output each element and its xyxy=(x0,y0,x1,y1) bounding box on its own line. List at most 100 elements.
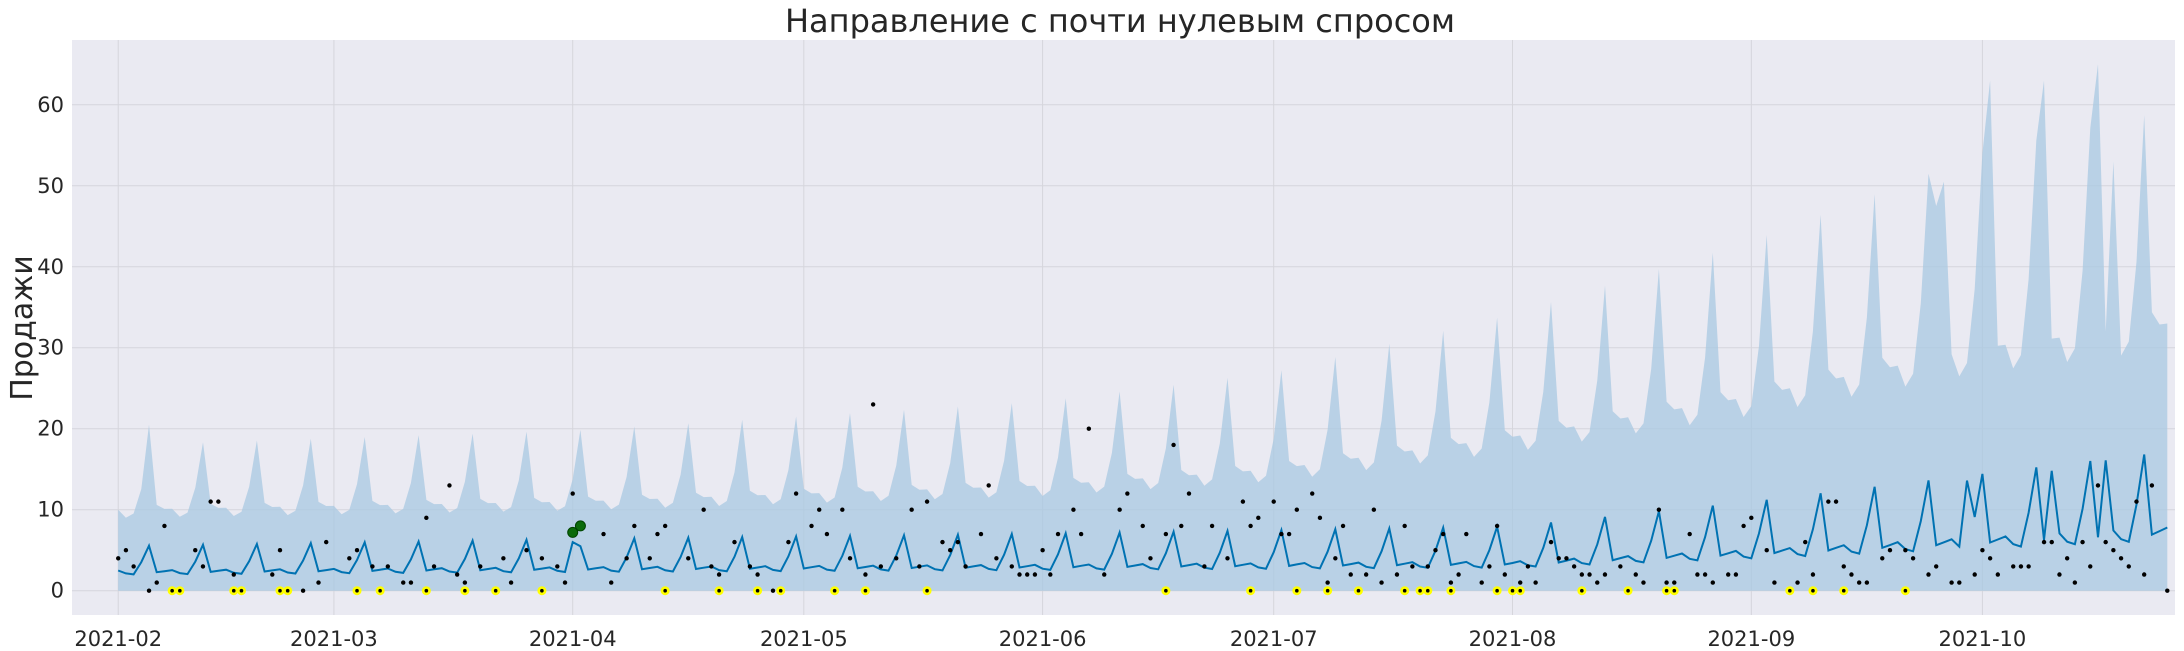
actual-point xyxy=(2165,588,2170,593)
zero-sale-point xyxy=(424,588,429,593)
actual-point xyxy=(1833,499,1839,504)
actual-point xyxy=(1664,580,1669,585)
actual-point xyxy=(216,499,221,504)
actual-point xyxy=(1710,580,1716,585)
actual-point xyxy=(1972,572,1977,577)
actual-point xyxy=(1032,572,1038,577)
actual-point xyxy=(1086,426,1092,431)
zero-sale-point xyxy=(178,588,182,593)
actual-point xyxy=(1294,507,1300,512)
actual-point xyxy=(1949,580,1954,585)
zero-sale-point xyxy=(540,588,544,593)
actual-point xyxy=(1464,531,1469,537)
actual-point xyxy=(1078,531,1084,537)
zero-sale-point xyxy=(778,588,783,593)
actual-point xyxy=(2103,539,2108,545)
zero-sale-point xyxy=(355,588,359,593)
actual-point xyxy=(817,507,822,512)
actual-point xyxy=(131,564,136,569)
actual-point xyxy=(1040,548,1045,553)
actual-point xyxy=(408,580,414,585)
zero-sale-point xyxy=(493,588,498,593)
zero-sale-point xyxy=(1295,588,1299,593)
chart-title: Направление с почти нулевым спросом xyxy=(785,2,1455,40)
actual-point xyxy=(1672,580,1677,585)
actual-point xyxy=(1556,556,1561,561)
actual-point xyxy=(686,556,691,561)
actual-point xyxy=(1880,556,1885,561)
actual-point xyxy=(300,588,306,593)
zero-sale-point xyxy=(278,588,282,593)
actual-point xyxy=(2080,539,2085,545)
actual-point xyxy=(1071,507,1076,512)
actual-point xyxy=(840,507,845,512)
zero-sale-point xyxy=(1325,588,1330,593)
actual-point xyxy=(1980,548,1985,553)
actual-point xyxy=(662,523,668,529)
actual-point xyxy=(1564,556,1569,561)
zero-sales-markers xyxy=(167,586,1910,596)
actual-point xyxy=(1025,572,1030,577)
actual-point xyxy=(1525,564,1531,569)
actual-point xyxy=(1225,556,1230,561)
actual-point xyxy=(1533,580,1538,585)
zero-sale-point xyxy=(925,588,929,593)
y-tick-label: 0 xyxy=(51,579,64,603)
actual-point xyxy=(2041,539,2047,545)
actual-point xyxy=(1433,548,1438,553)
x-tick-label: 2021-07 xyxy=(1230,627,1318,651)
actual-point xyxy=(146,588,152,593)
actual-point xyxy=(555,564,560,569)
actual-point xyxy=(747,564,753,569)
actual-point xyxy=(1849,572,1854,577)
actual-point xyxy=(1502,572,1508,577)
actual-point xyxy=(978,531,984,537)
actual-point xyxy=(1410,564,1415,569)
actual-point xyxy=(1125,491,1130,496)
actual-point xyxy=(1602,572,1608,577)
actual-point xyxy=(1933,564,1939,569)
actual-point xyxy=(1810,572,1816,577)
actual-point xyxy=(354,548,360,553)
zero-sale-point xyxy=(832,588,837,593)
actual-point xyxy=(116,556,121,561)
zero-sale-point xyxy=(1425,588,1430,593)
actual-point xyxy=(1340,523,1346,529)
actual-point xyxy=(1695,572,1700,577)
y-tick-label: 40 xyxy=(37,255,64,279)
x-tick-label: 2021-04 xyxy=(529,627,617,651)
actual-point xyxy=(370,564,375,569)
actual-point xyxy=(647,556,652,561)
actual-point xyxy=(562,580,568,585)
actual-point xyxy=(1279,531,1284,537)
highlighted-point xyxy=(567,526,579,538)
actual-point xyxy=(2126,564,2131,569)
actual-point xyxy=(1371,507,1377,512)
y-tick-label: 30 xyxy=(37,336,64,360)
actual-point xyxy=(1317,515,1323,521)
actual-point xyxy=(917,564,922,569)
actual-point xyxy=(1448,580,1454,585)
actual-point xyxy=(1587,572,1592,577)
actual-point xyxy=(1764,548,1769,553)
actual-point xyxy=(924,499,930,504)
actual-point xyxy=(1456,572,1461,577)
zero-sale-point xyxy=(463,588,467,593)
actual-point xyxy=(1856,580,1862,585)
actual-point xyxy=(609,580,614,585)
actual-point xyxy=(1117,507,1122,512)
actual-point xyxy=(1548,539,1554,545)
actual-point xyxy=(986,483,991,488)
actual-point xyxy=(1348,572,1353,577)
actual-point xyxy=(462,580,468,585)
actual-point xyxy=(1795,580,1800,585)
actual-point xyxy=(447,483,452,488)
actual-point xyxy=(1248,523,1253,529)
zero-sale-point xyxy=(1903,588,1908,593)
zero-sale-point xyxy=(1672,588,1677,593)
actual-point xyxy=(316,580,321,585)
actual-point xyxy=(1687,531,1692,537)
actual-point xyxy=(1102,572,1107,577)
